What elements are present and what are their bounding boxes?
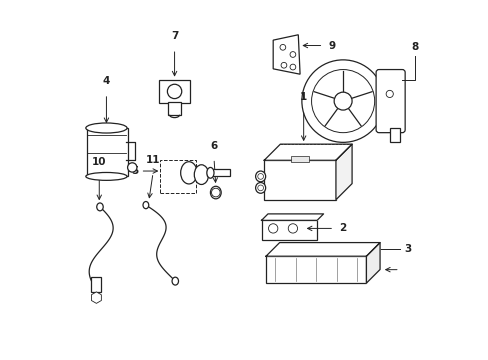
Ellipse shape bbox=[180, 162, 197, 184]
Circle shape bbox=[268, 224, 277, 233]
Ellipse shape bbox=[206, 167, 214, 178]
Text: 4: 4 bbox=[102, 76, 110, 86]
Bar bbox=[91, 277, 101, 292]
Circle shape bbox=[167, 84, 182, 99]
Bar bbox=[86, 128, 128, 176]
Circle shape bbox=[301, 60, 384, 142]
Bar bbox=[265, 256, 366, 283]
Circle shape bbox=[289, 64, 295, 70]
Circle shape bbox=[311, 69, 374, 133]
Polygon shape bbox=[273, 35, 300, 74]
Text: 1: 1 bbox=[300, 92, 306, 102]
Polygon shape bbox=[264, 144, 351, 160]
Text: 6: 6 bbox=[210, 141, 217, 150]
Text: 7: 7 bbox=[170, 31, 178, 41]
Circle shape bbox=[333, 92, 351, 110]
Bar bbox=[206, 169, 230, 176]
Bar bbox=[160, 160, 196, 193]
Ellipse shape bbox=[255, 171, 265, 182]
Ellipse shape bbox=[142, 202, 148, 209]
Ellipse shape bbox=[172, 277, 178, 285]
Bar bbox=[261, 220, 317, 240]
Text: 3: 3 bbox=[403, 244, 410, 255]
Text: 5: 5 bbox=[131, 166, 139, 176]
Bar bbox=[389, 128, 400, 142]
Circle shape bbox=[257, 174, 263, 179]
Circle shape bbox=[127, 163, 137, 172]
Bar bbox=[159, 80, 190, 103]
Text: 9: 9 bbox=[328, 41, 335, 50]
Polygon shape bbox=[265, 243, 379, 256]
Ellipse shape bbox=[97, 203, 103, 211]
Ellipse shape bbox=[85, 172, 127, 180]
Polygon shape bbox=[335, 144, 351, 200]
Bar bbox=[168, 102, 181, 115]
Circle shape bbox=[280, 44, 285, 50]
Circle shape bbox=[289, 51, 295, 57]
Circle shape bbox=[257, 185, 263, 191]
Bar bbox=[290, 156, 308, 162]
Circle shape bbox=[211, 188, 220, 197]
Polygon shape bbox=[261, 214, 323, 220]
Text: 10: 10 bbox=[92, 157, 106, 167]
Circle shape bbox=[287, 224, 297, 233]
Ellipse shape bbox=[210, 186, 221, 199]
FancyBboxPatch shape bbox=[375, 69, 405, 133]
Circle shape bbox=[386, 90, 392, 98]
Text: 2: 2 bbox=[339, 224, 346, 233]
Ellipse shape bbox=[255, 183, 265, 193]
Text: 11: 11 bbox=[145, 155, 160, 165]
Ellipse shape bbox=[85, 123, 127, 133]
Ellipse shape bbox=[194, 165, 208, 184]
Bar bbox=[264, 160, 335, 200]
Text: 8: 8 bbox=[410, 42, 418, 51]
Polygon shape bbox=[366, 243, 379, 283]
Circle shape bbox=[281, 62, 286, 68]
